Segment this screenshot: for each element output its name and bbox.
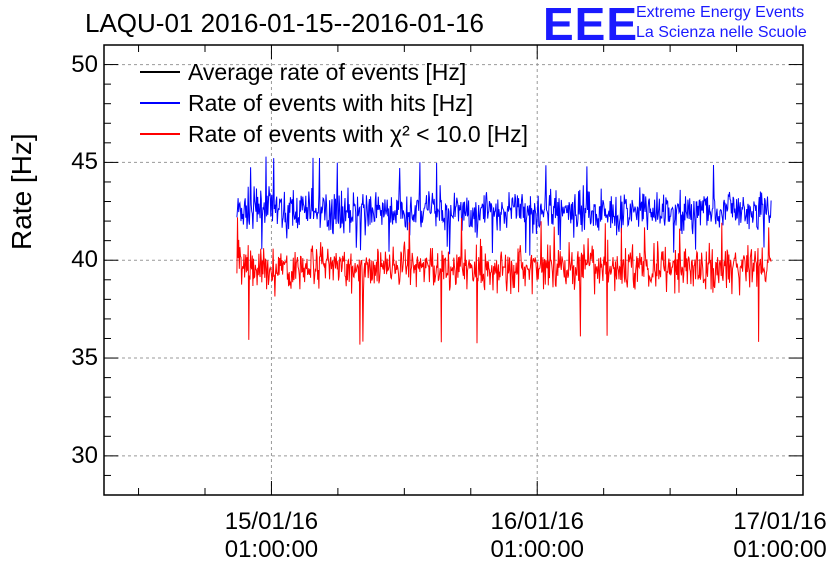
legend-item: Average rate of events [Hz]: [140, 58, 466, 86]
x-tick-label: 15/01/16 01:00:00: [224, 508, 319, 563]
y-axis-label: Rate [Hz]: [6, 133, 37, 250]
logo-line1: Extreme Energy Events: [636, 4, 805, 21]
legend-item: Rate of events with χ² < 10.0 [Hz]: [140, 120, 528, 148]
legend-label: Average rate of events [Hz]: [188, 58, 467, 85]
legend-swatch: [140, 71, 180, 73]
y-tick-label: 35: [71, 344, 98, 372]
legend-swatch: [140, 102, 180, 104]
x-tick-label: 17/01/16 01:00:00: [733, 508, 827, 563]
y-tick-label: 40: [71, 246, 98, 274]
logo-line2: La Scienza nelle Scuole: [636, 24, 807, 41]
x-tick-label: 16/01/16 01:00:00: [490, 508, 584, 563]
eee-logo: EEE: [543, 0, 639, 50]
y-tick-label: 50: [71, 50, 98, 78]
series-line-1: [236, 217, 772, 345]
legend-label: Rate of events with χ² < 10.0 [Hz]: [188, 120, 528, 147]
plot-frame: [103, 44, 804, 496]
legend-item: Rate of events with hits [Hz]: [140, 89, 473, 117]
legend-swatch: [140, 133, 180, 135]
y-tick-label: 30: [71, 441, 98, 469]
chart-title: LAQU-01 2016-01-15--2016-01-16: [85, 8, 484, 38]
y-tick-label: 45: [71, 148, 98, 176]
legend-label: Rate of events with hits [Hz]: [188, 89, 474, 116]
series-line-0: [236, 156, 772, 256]
